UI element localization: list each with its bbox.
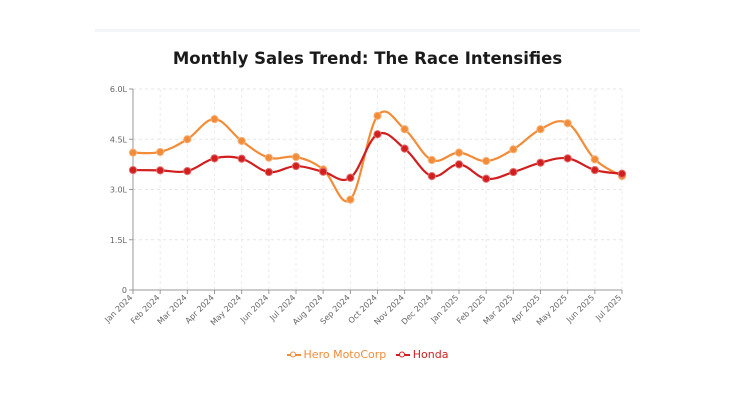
y-tick-label: 1.5L [110,236,128,245]
data-point-honda[interactable] [509,167,518,177]
x-tick-label: Jun 2024 [238,293,270,325]
data-point-hero[interactable] [454,148,464,157]
legend-marker-hero-icon [286,350,301,360]
data-point-hero[interactable] [264,153,273,162]
data-point-hero[interactable] [563,119,572,128]
data-point-honda[interactable] [454,160,464,169]
y-tick-label: 4.5L [110,135,128,144]
x-tick-label: Sep 2024 [319,293,352,326]
legend-marker-honda-icon [395,350,410,360]
data-point-hero[interactable] [400,125,409,134]
data-point-honda[interactable] [400,144,409,153]
series-layer [128,110,627,204]
legend-item-honda[interactable]: Honda [395,348,449,361]
data-point-hero[interactable] [291,152,301,162]
data-point-honda[interactable] [346,173,355,182]
x-tick-label: Mar 2025 [482,293,515,326]
legend: Hero MotoCorp Honda [0,348,735,363]
data-point-honda[interactable] [319,167,328,176]
data-point-hero[interactable] [373,111,382,120]
data-point-honda[interactable] [291,161,301,171]
legend-item-hero[interactable]: Hero MotoCorp [286,348,387,361]
data-point-hero[interactable] [237,136,246,146]
data-point-honda[interactable] [563,154,572,163]
x-tick-label: Jun 2025 [564,293,596,325]
data-point-hero[interactable] [128,148,138,157]
data-point-honda[interactable] [373,130,382,139]
data-point-hero[interactable] [156,147,165,157]
data-point-honda[interactable] [210,154,219,163]
data-point-hero[interactable] [482,156,491,166]
y-tick-label: 6.0L [110,85,128,94]
x-tick-label: Mar 2024 [156,293,189,326]
data-point-hero[interactable] [346,195,355,204]
data-point-honda[interactable] [590,165,599,175]
x-tick-label: Jul 2025 [593,293,623,323]
data-point-honda[interactable] [427,172,436,181]
legend-label-hero: Hero MotoCorp [303,348,387,361]
data-point-hero[interactable] [590,155,599,164]
data-point-honda[interactable] [482,174,491,183]
x-tick-label: Dec 2024 [400,293,434,327]
data-point-honda[interactable] [536,158,545,167]
y-tick-label: 0 [122,286,127,295]
data-point-hero[interactable] [536,125,545,134]
data-point-honda[interactable] [156,166,165,175]
chart-title: Monthly Sales Trend: The Race Intensifie… [172,49,563,68]
data-point-hero[interactable] [210,115,219,124]
y-tick-label: 3.0L [110,186,128,195]
data-point-honda[interactable] [264,167,273,177]
data-point-honda[interactable] [617,169,627,178]
data-point-honda[interactable] [237,154,246,163]
data-point-honda[interactable] [128,165,138,175]
data-point-hero[interactable] [427,155,436,165]
data-point-honda[interactable] [183,166,192,176]
data-point-hero[interactable] [183,135,192,144]
data-point-hero[interactable] [509,145,518,154]
legend-label-honda: Honda [412,348,449,361]
top-divider [95,29,640,32]
